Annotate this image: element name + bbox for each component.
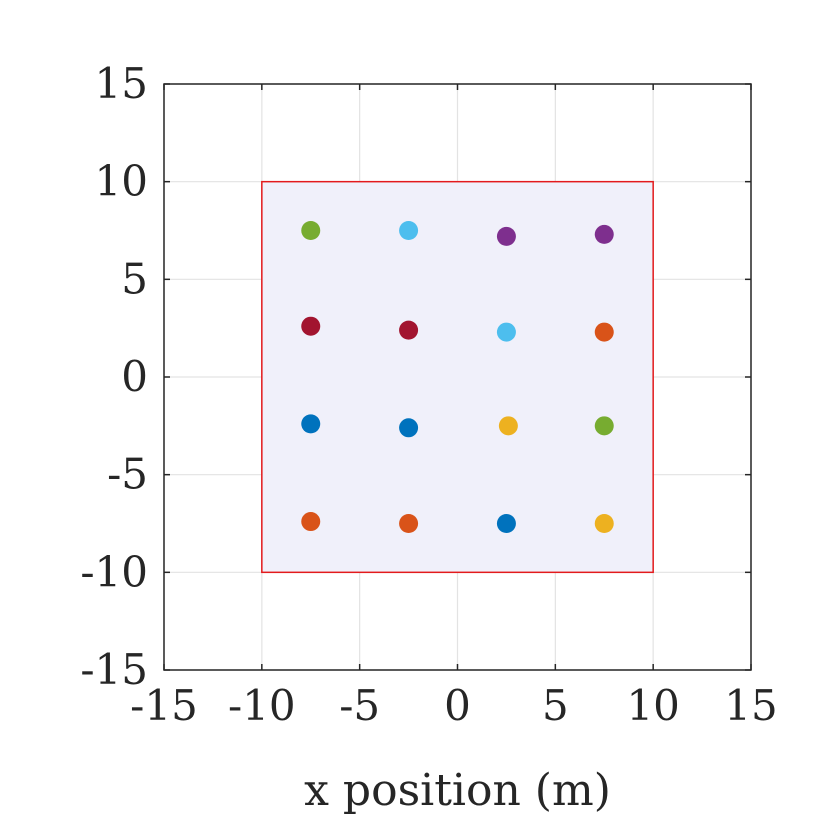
x-tick-labels: -15 -10 -5 0 5 10 15 (130, 681, 778, 730)
x-axis-label: x position (m) (304, 765, 611, 816)
x-tick-label: -5 (339, 681, 380, 730)
data-point (496, 322, 516, 342)
y-tick-label: 10 (95, 157, 148, 206)
data-point (496, 514, 516, 533)
y-tick-label: -10 (80, 547, 148, 596)
y-tick-labels: -15 -10 -5 0 5 10 15 (80, 59, 148, 694)
data-point (498, 416, 518, 436)
data-point (399, 418, 419, 438)
data-point (399, 221, 419, 240)
data-point (301, 221, 321, 240)
data-point (594, 224, 614, 244)
data-point (594, 416, 614, 436)
region-rectangle (261, 180, 654, 574)
x-tick-label: -10 (228, 681, 296, 730)
x-tick-label: 0 (444, 681, 471, 730)
data-point (301, 414, 321, 434)
data-point (399, 514, 419, 533)
y-tick-label: -15 (80, 645, 148, 694)
data-point (399, 320, 419, 340)
x-tick-label: -15 (130, 681, 198, 730)
data-point (301, 316, 321, 336)
y-tick-label: 15 (95, 59, 148, 108)
data-point (496, 226, 516, 246)
data-point (301, 512, 321, 532)
data-point (594, 322, 614, 342)
y-tick-label: 0 (121, 352, 148, 401)
ticks (163, 83, 752, 671)
x-tick-label: 10 (626, 681, 679, 730)
x-tick-label: 15 (724, 681, 777, 730)
data-points (301, 221, 614, 533)
data-point (594, 514, 614, 533)
y-tick-label: -5 (107, 450, 148, 499)
x-tick-label: 5 (542, 681, 569, 730)
y-tick-label: 5 (121, 254, 148, 303)
